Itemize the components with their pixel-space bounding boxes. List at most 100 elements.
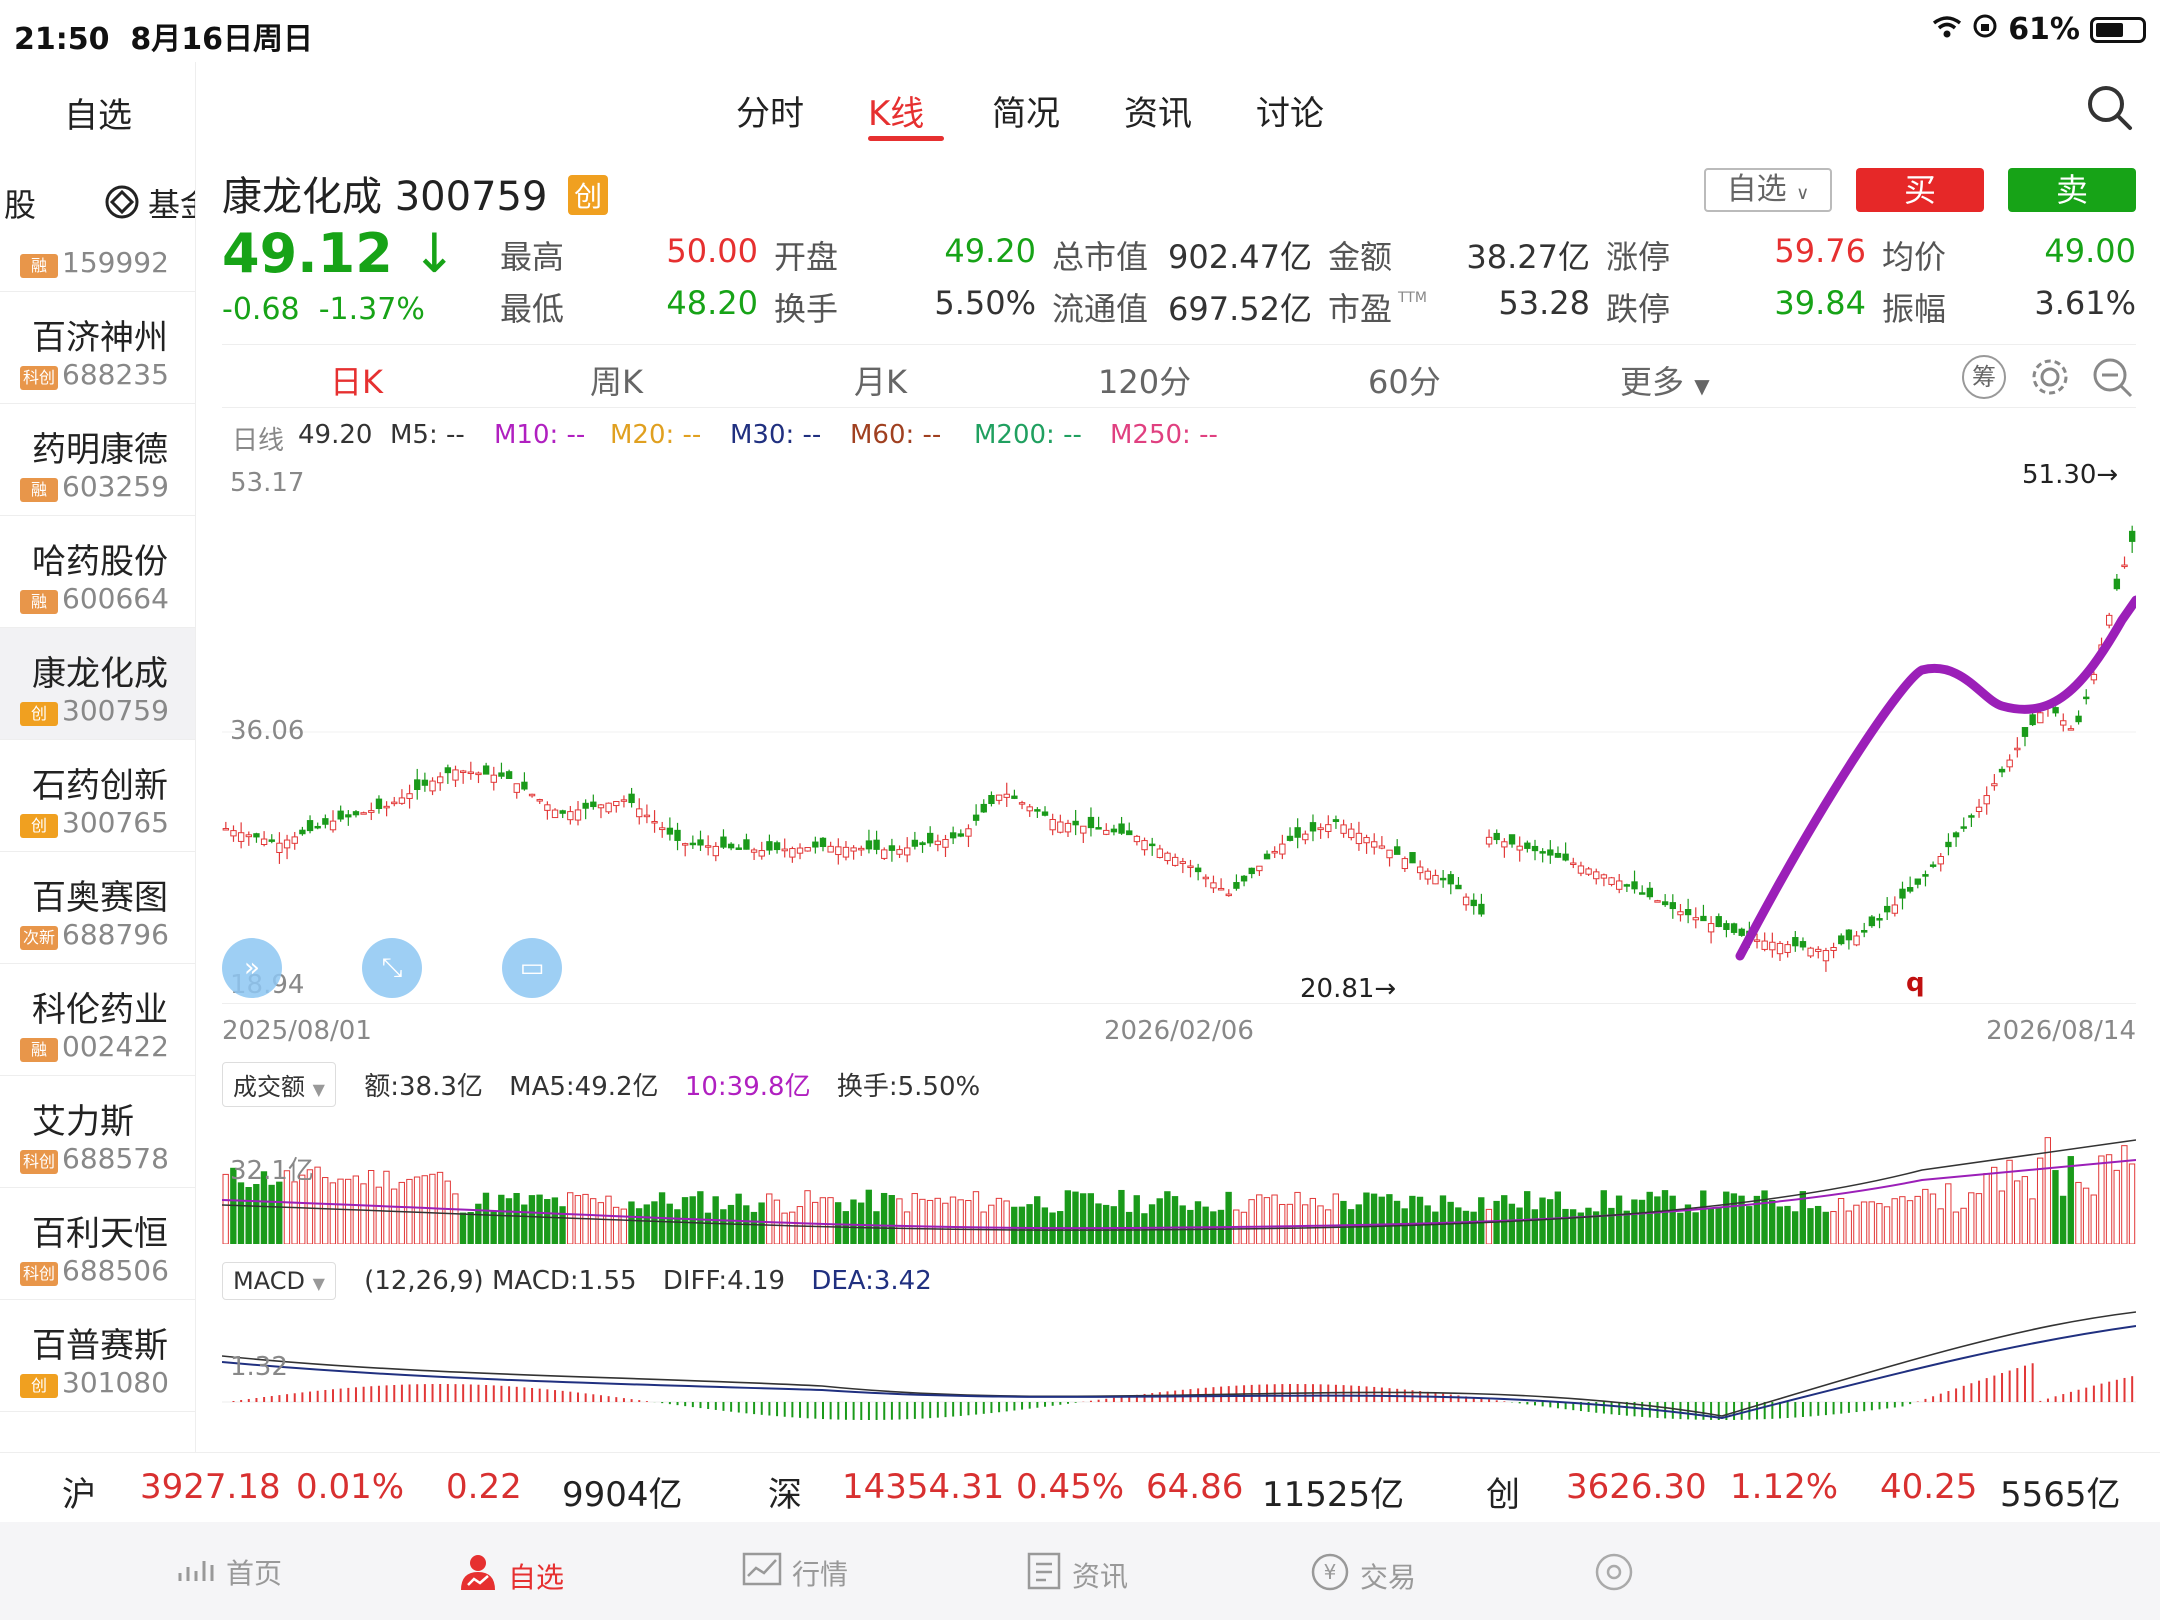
current-price: 49.12 ↓ [222, 222, 457, 285]
volume-bar [1631, 1199, 1638, 1245]
volume-bar [398, 1181, 405, 1245]
nav-news[interactable]: 资讯 [1026, 1552, 1128, 1597]
volume-bar [1692, 1212, 1699, 1245]
nav-market[interactable]: 行情 [742, 1552, 848, 1593]
volume-bar [1018, 1206, 1026, 1245]
candle-body [1929, 864, 1937, 867]
watchlist-item-badge: 融 [20, 590, 58, 614]
candle-body [414, 779, 421, 790]
candle-body [2021, 727, 2029, 737]
candle-body [613, 801, 620, 807]
chip-distribution-button[interactable]: 筹 [1962, 355, 2006, 399]
volume-bar [1340, 1200, 1347, 1245]
watchlist-item[interactable]: 百普赛斯创 301080 [0, 1300, 195, 1412]
candle-body [1692, 917, 1699, 921]
period-more[interactable]: 更多 ▼ [1620, 363, 1710, 401]
volume-bar [344, 1178, 352, 1245]
volume-bar [1516, 1207, 1523, 1245]
add-watchlist-dropdown[interactable]: 自选 ∨ [1704, 168, 1832, 212]
volume-bar [1791, 1211, 1799, 1245]
candle-body [1110, 828, 1118, 833]
period-weekly[interactable]: 周K [590, 363, 643, 401]
macd-selector[interactable]: MACD ▼ [222, 1262, 336, 1300]
candle-body [1156, 848, 1164, 858]
gear-icon[interactable] [2028, 355, 2072, 403]
candle-body [1034, 809, 1041, 812]
volume-bar [2090, 1194, 2097, 1245]
fullscreen-icon[interactable]: ⤡ [362, 938, 422, 998]
volume-bar [1991, 1166, 1998, 1245]
watchlist-item[interactable]: 科伦药业融 002422 [0, 964, 195, 1076]
draw-icon[interactable]: ▭ [502, 938, 562, 998]
tab-discussion[interactable]: 讨论 [1256, 94, 1324, 134]
caret-down-icon: ▼ [1694, 374, 1710, 398]
nav-profile[interactable] [1594, 1552, 1634, 1599]
watchlist-item[interactable]: 石药创新创 300765 [0, 740, 195, 852]
buy-button[interactable]: 买 [1856, 168, 1984, 212]
watchlist-item[interactable]: 艾力斯 科创 688578 [0, 1076, 195, 1188]
volume-chart[interactable]: 32.1亿 [221, 1110, 2137, 1245]
market-index-bar[interactable]: 沪 3927.18 0.01% 0.22 9904亿 深 14354.31 0.45% 64.8… [0, 1452, 2160, 1522]
candle-body [1049, 818, 1056, 831]
macd-chart[interactable]: 1.32 [221, 1306, 2137, 1446]
candle-body [2106, 614, 2113, 626]
watchlist-item[interactable]: 百奥赛图 次新 688796 [0, 852, 195, 964]
volume-bar [1041, 1207, 1049, 1245]
candle-body [1776, 942, 1784, 955]
volume-bar [360, 1183, 367, 1245]
candle-body [2060, 720, 2067, 726]
watchlist-item-name: 百济神州 [32, 318, 168, 358]
search-icon[interactable] [2086, 84, 2134, 136]
scribble-mark: q [1906, 968, 1925, 998]
volume-bar [1677, 1212, 1684, 1245]
watchlist-item-code: 159992 [62, 246, 169, 279]
nav-trade[interactable]: ¥ 交易 [1310, 1552, 1416, 1599]
zoom-out-icon[interactable] [2090, 355, 2134, 403]
candle-body [697, 839, 704, 846]
candle-body [1539, 851, 1546, 854]
volume-bar [1769, 1199, 1776, 1245]
watchlist-item[interactable]: 融 159992 [0, 180, 195, 292]
expand-left-icon[interactable]: » [222, 938, 282, 998]
volume-bar [490, 1211, 497, 1245]
watchlist-item[interactable]: 药明康德融 603259 [0, 404, 195, 516]
quote-label: 流通值 [1052, 290, 1149, 328]
volume-bar [2029, 1198, 2036, 1245]
tab-kline[interactable]: K线 [868, 94, 925, 134]
candle-body [322, 818, 329, 825]
tab-stocks[interactable]: 股 [4, 186, 37, 224]
candle-body [1455, 884, 1462, 890]
period-120min[interactable]: 120分 [1098, 363, 1192, 401]
volume-bar [1845, 1210, 1852, 1245]
watchlist-item[interactable]: 哈药股份融 600664 [0, 516, 195, 628]
volume-bar [1378, 1196, 1385, 1245]
watchlist-item[interactable]: 康龙化成创 300759 [0, 628, 195, 740]
candle-body [1095, 827, 1102, 830]
candle-body [1286, 835, 1294, 841]
volume-bar [620, 1208, 627, 1245]
period-daily[interactable]: 日K [330, 363, 383, 401]
tab-funds[interactable]: 基金 [148, 186, 195, 224]
nav-watchlist[interactable]: 自选 [458, 1552, 564, 1599]
volume-selector[interactable]: 成交额 ▼ [222, 1062, 336, 1107]
tab-timeshare[interactable]: 分时 [736, 94, 804, 134]
nav-home[interactable]: 首页 [176, 1552, 282, 1592]
tab-overview[interactable]: 简况 [992, 94, 1060, 134]
market-chart-icon [742, 1552, 782, 1593]
candle-body [1562, 853, 1569, 861]
candle-body [1906, 887, 1914, 892]
watchlist-item[interactable]: 百利天恒 科创 688506 [0, 1188, 195, 1300]
watchlist-item[interactable]: 百济神州 科创 688235 [0, 292, 195, 404]
candle-body [1386, 849, 1393, 859]
volume-bar [697, 1191, 704, 1245]
period-monthly[interactable]: 月K [854, 363, 907, 401]
volume-bar [521, 1204, 528, 1245]
volume-bar [2021, 1176, 2029, 1245]
candle-body [850, 847, 857, 852]
sell-button[interactable]: 卖 [2008, 168, 2136, 212]
volume-bar [1202, 1206, 1209, 1245]
period-60min[interactable]: 60分 [1368, 363, 1441, 401]
kline-chart[interactable]: 53.17 36.06 18.94 51.30→ 20.81→ q » ⤡ ▭ [222, 460, 2141, 1004]
candle-body [743, 839, 750, 850]
tab-news[interactable]: 资讯 [1124, 94, 1192, 134]
